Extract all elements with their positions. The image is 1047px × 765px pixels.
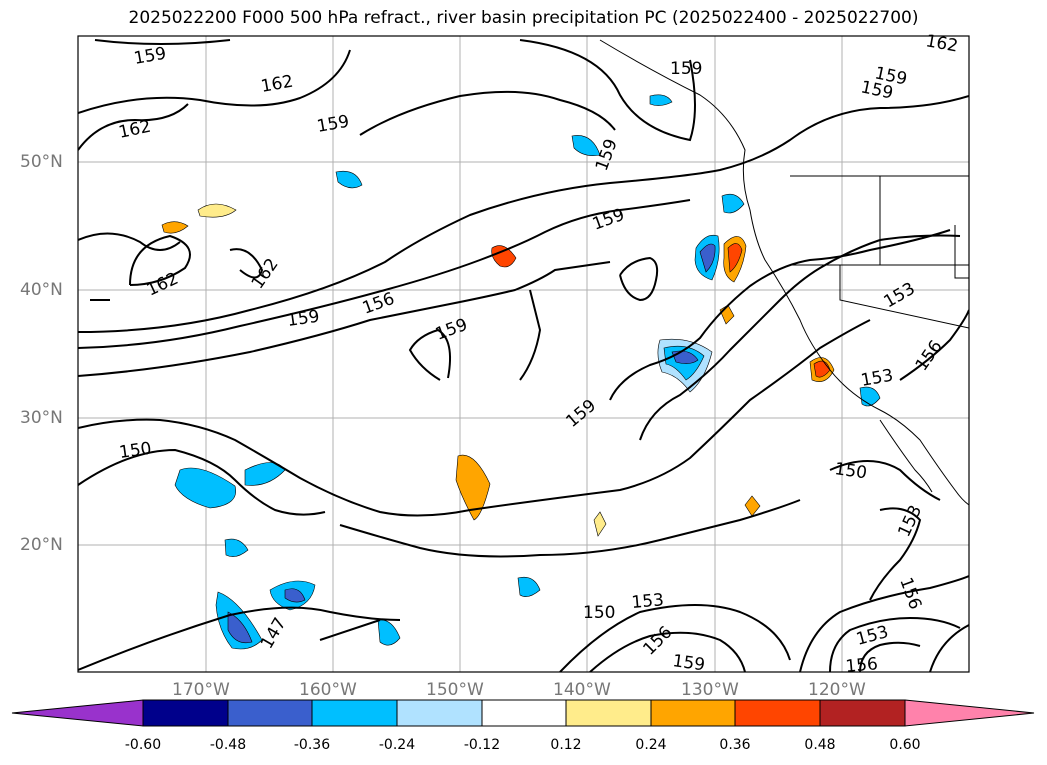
contour-label: 153	[881, 279, 919, 313]
contour-label: 150	[583, 603, 615, 623]
colorbar-label: 0.48	[804, 737, 836, 753]
contour-label: 159	[562, 396, 600, 432]
precip-blob	[197, 203, 237, 218]
contour-label: 150	[833, 459, 868, 483]
precip-blob	[335, 171, 363, 189]
precip-blob	[161, 221, 189, 234]
colorbar-label: -0.24	[378, 737, 416, 753]
colorbar-label: 0.24	[635, 737, 667, 753]
contour-label: 147	[257, 614, 291, 652]
contour-label: 162	[248, 255, 283, 293]
precip-blob	[719, 304, 735, 325]
height-contours	[78, 39, 969, 672]
colorbar-label: 0.60	[889, 737, 921, 753]
colorbar-swatch	[650, 699, 736, 727]
lon-tick-label: 170°W	[172, 680, 230, 700]
colorbar-swatch	[311, 699, 398, 727]
contour-label: 156	[360, 289, 397, 319]
contour-label: 159	[433, 315, 470, 345]
colorbar-label: -0.60	[124, 737, 162, 753]
contour-label: 159	[286, 307, 321, 331]
plot-frame	[77, 35, 970, 673]
lat-tick-label: 30°N	[20, 408, 63, 428]
contour-label: 150	[118, 439, 153, 463]
colorbar-label: 0.12	[550, 737, 582, 753]
precip-blob	[721, 193, 745, 214]
precip-blob	[227, 611, 253, 644]
colorbar-extend-left	[11, 699, 144, 727]
precip-blob	[744, 495, 761, 517]
coastline	[599, 39, 969, 506]
colorbar-label: -0.36	[293, 737, 331, 753]
contour-label: 159	[132, 44, 167, 69]
contour-label: 162	[259, 72, 294, 97]
precip-blob	[491, 245, 517, 268]
lon-tick-label: 120°W	[808, 680, 866, 700]
colorbar-label: -0.12	[463, 737, 501, 753]
colorbar-swatch	[227, 699, 313, 727]
contour-label: 159	[592, 136, 622, 173]
precip-blob	[593, 511, 607, 537]
lon-tick-label: 150°W	[426, 680, 484, 700]
colorbar-extend-right	[904, 699, 1035, 727]
precip-blob	[727, 243, 743, 273]
precip-blob	[571, 135, 601, 156]
precip-blob	[699, 243, 716, 273]
colorbar-swatch	[819, 699, 906, 727]
contour-label: 153	[859, 366, 894, 391]
lat-tick-label: 50°N	[20, 152, 63, 172]
contour-label: 153	[631, 590, 665, 613]
lon-tick-label: 130°W	[681, 680, 739, 700]
precip-blob	[517, 576, 541, 597]
contour-label: 159	[590, 205, 627, 235]
precip-blob	[284, 588, 306, 603]
precip-blob	[455, 454, 491, 521]
contour-label: 156	[845, 654, 879, 677]
precip-blob	[649, 94, 673, 106]
contour-label: 156	[639, 622, 676, 659]
colorbar-swatch	[396, 699, 483, 727]
precip-blob	[174, 467, 237, 509]
colorbar-swatch	[481, 699, 567, 727]
precip-blob	[224, 538, 249, 557]
contour-label: 159	[670, 59, 702, 79]
colorbar-label: -0.48	[209, 737, 247, 753]
precip-shading	[161, 94, 881, 650]
lon-tick-label: 160°W	[299, 680, 357, 700]
lat-tick-label: 40°N	[20, 280, 63, 300]
colorbar-swatch	[565, 699, 652, 727]
colorbar-swatch	[734, 699, 821, 727]
contour-label: 159	[671, 651, 706, 675]
contour-label: 162	[924, 31, 959, 56]
lat-tick-label: 20°N	[20, 535, 63, 555]
colorbar	[11, 699, 1035, 727]
precip-blob	[377, 619, 401, 646]
contour-label: 159	[315, 112, 350, 137]
map-title: 2025022200 F000 500 hPa refract., river …	[128, 8, 919, 28]
colorbar-label: 0.36	[719, 737, 751, 753]
lon-tick-label: 140°W	[553, 680, 611, 700]
colorbar-swatch	[142, 699, 229, 727]
contour-label: 156	[895, 575, 925, 612]
gridlines	[78, 36, 969, 672]
